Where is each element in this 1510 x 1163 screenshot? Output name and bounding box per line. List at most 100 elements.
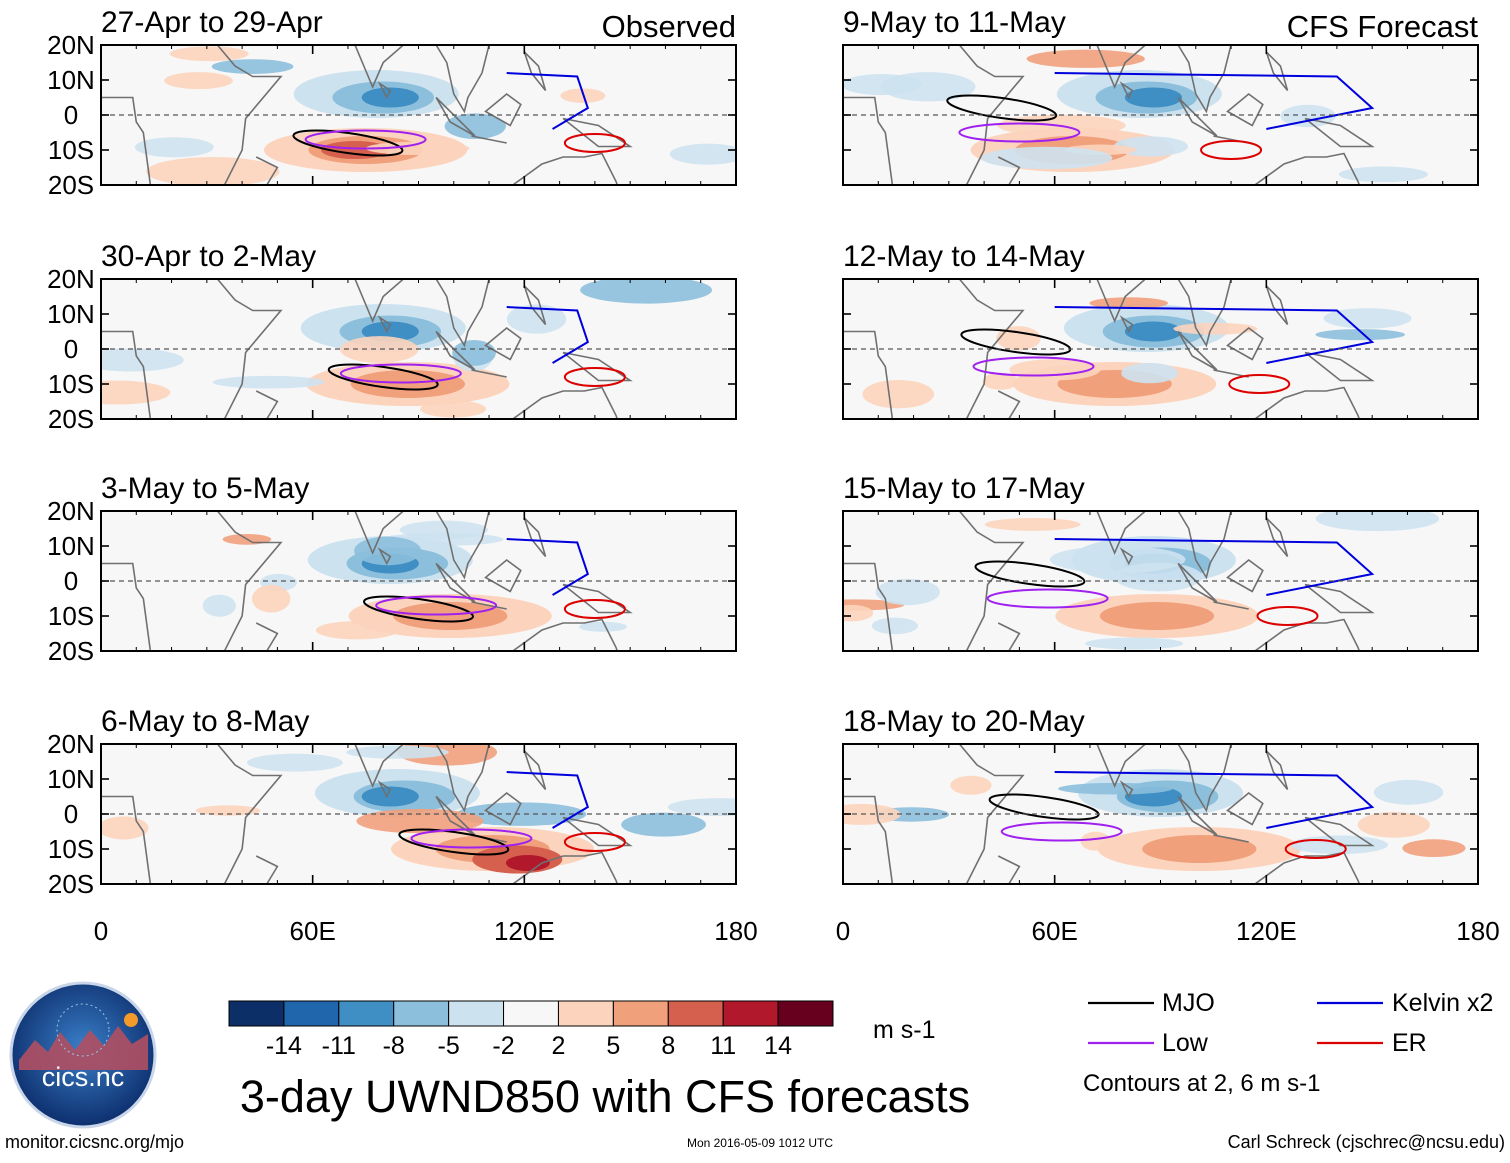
y-tick-label: 20S — [48, 170, 94, 200]
x-tick-label: 120E — [494, 916, 555, 946]
anomaly-patch — [669, 143, 736, 165]
anomaly-patch — [195, 805, 261, 816]
sumatra — [1177, 795, 1218, 836]
australia-north-coast — [511, 386, 619, 419]
y-tick-label: 20N — [47, 729, 95, 759]
low-contour — [375, 595, 498, 616]
india — [353, 279, 405, 324]
sri-lanka — [1119, 547, 1134, 566]
y-tick-label: 20S — [48, 404, 94, 434]
panel-period: 12-May to 14-May — [843, 240, 1085, 273]
er-contour — [563, 832, 626, 852]
java — [471, 369, 507, 378]
southeast-asia — [1177, 45, 1232, 114]
india — [353, 511, 405, 556]
anomaly-patch — [580, 279, 713, 304]
anomaly-patch — [212, 375, 325, 389]
y-tick-label: 0 — [64, 100, 78, 130]
sumatra — [1177, 96, 1218, 137]
borneo — [1226, 92, 1264, 127]
disturbance-contours — [363, 538, 626, 623]
anomaly-patch — [399, 520, 488, 540]
westerly-anomaly — [393, 602, 508, 630]
logo-wordmark: cics.nc — [42, 1062, 125, 1092]
borneo — [1226, 326, 1264, 361]
anomaly-patch — [996, 326, 1041, 351]
anomaly-patch — [1121, 362, 1178, 384]
low-contour — [304, 129, 427, 150]
sri-lanka — [377, 315, 392, 334]
borneo — [1226, 791, 1264, 826]
sri-lanka — [1119, 81, 1134, 100]
colorbar-label: 5 — [606, 1032, 620, 1060]
new-guinea — [562, 351, 633, 382]
philippines — [523, 750, 547, 791]
java — [1213, 834, 1249, 843]
anomaly-patch — [356, 808, 484, 834]
cicsnc-logo: cics.nc — [9, 981, 157, 1129]
southeast-asia — [1177, 279, 1232, 348]
anomaly-patch — [981, 146, 1113, 170]
anomaly-patch — [1315, 511, 1440, 532]
africa-west-coast — [101, 795, 152, 884]
colorbar-swatch — [667, 1000, 724, 1027]
disturbance-contours — [946, 72, 1375, 160]
panel-forecast-1: 9-May to 11-May — [842, 6, 1479, 186]
y-tick-label: 20S — [48, 636, 94, 666]
madagascar — [997, 390, 1021, 419]
er-contour — [1284, 839, 1347, 859]
philippines — [1265, 285, 1289, 326]
africa-east-coast — [958, 744, 1025, 884]
legend-label: MJO — [1162, 989, 1215, 1017]
colorbar-label: 14 — [764, 1032, 792, 1060]
anomaly-patch — [1338, 166, 1428, 183]
africa-east-coast — [216, 45, 283, 185]
legend-label: Low — [1162, 1029, 1209, 1057]
madagascar — [255, 390, 279, 419]
anomaly-patch — [444, 113, 506, 140]
x-tick-label: 60E — [1032, 916, 1078, 946]
colorbar-swatch — [557, 1000, 614, 1027]
anomaly-patch — [1085, 637, 1184, 650]
colorbar-label: -2 — [492, 1032, 514, 1060]
wind-anomaly-shading — [202, 520, 628, 640]
x-tick-label: 60E — [290, 916, 336, 946]
logo-ring — [56, 1003, 110, 1057]
colorbar-label: -11 — [322, 1032, 356, 1060]
forecast-label: CFS Forecast — [1287, 9, 1479, 44]
x-tick-label: 180 — [714, 916, 757, 946]
sumatra — [435, 795, 476, 836]
panel-forecast-2: 12-May to 14-May — [842, 240, 1479, 420]
panel-period: 3-May to 5-May — [101, 472, 309, 505]
africa-east-coast — [958, 279, 1025, 419]
easterly-anomaly — [361, 87, 419, 108]
sri-lanka — [1119, 780, 1134, 799]
philippines — [523, 285, 547, 326]
madagascar — [997, 622, 1021, 651]
anomaly-patch — [950, 775, 992, 795]
kelvin-contour — [506, 306, 590, 364]
colorbar-swatch — [283, 1000, 340, 1027]
panel-period: 27-Apr to 29-Apr — [101, 6, 323, 39]
er-contour — [1228, 374, 1291, 394]
mjo-contour — [327, 363, 439, 391]
anomaly-patch — [1114, 562, 1203, 592]
mjo-contour — [363, 595, 474, 623]
footer-url: monitor.cicsnc.org/mjo — [5, 1132, 184, 1152]
panel-forecast-3: 15-May to 17-May — [842, 472, 1479, 652]
africa-east-coast — [958, 45, 1025, 185]
anomaly-patch — [871, 617, 918, 635]
africa-east-coast — [958, 511, 1025, 651]
philippines — [1265, 51, 1289, 92]
footer-author: Carl Schreck (cjschrec@ncsu.edu) — [1228, 1132, 1505, 1152]
africa-west-coast — [101, 562, 152, 651]
anomaly-patch — [211, 59, 294, 74]
philippines — [1265, 517, 1289, 558]
y-tick-label: 0 — [64, 799, 78, 829]
westerly-anomaly — [505, 855, 550, 871]
australia-north-coast — [511, 618, 619, 651]
new-guinea — [1304, 816, 1375, 847]
